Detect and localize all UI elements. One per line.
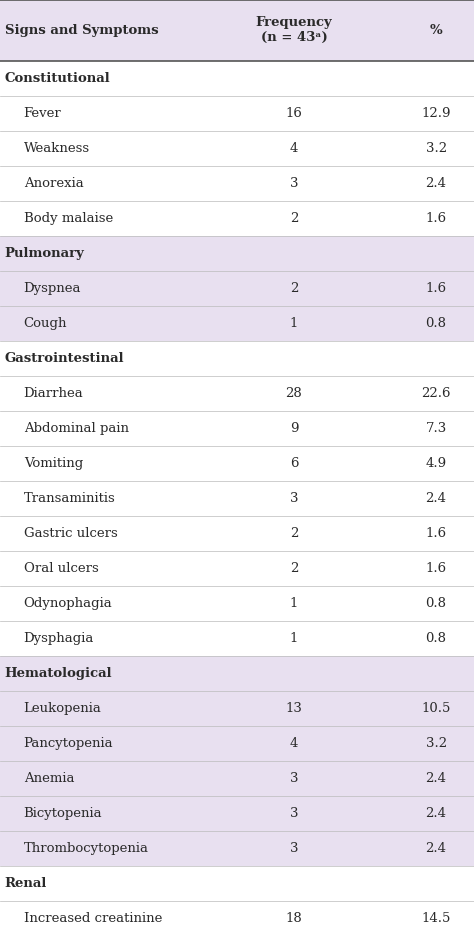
Bar <box>0 726 474 761</box>
Text: 22.6: 22.6 <box>421 387 451 400</box>
Text: 6: 6 <box>290 457 298 470</box>
Text: 10.5: 10.5 <box>421 702 451 715</box>
Bar <box>0 376 474 411</box>
Text: Signs and Symptoms: Signs and Symptoms <box>5 24 158 37</box>
Text: Vomiting: Vomiting <box>24 457 83 470</box>
Text: Abdominal pain: Abdominal pain <box>24 422 129 435</box>
Text: %: % <box>430 24 442 37</box>
Bar <box>0 131 474 166</box>
Bar <box>0 236 474 271</box>
Text: 16: 16 <box>285 107 302 120</box>
Bar <box>0 61 474 95</box>
Bar <box>0 621 474 656</box>
Text: 2: 2 <box>290 562 298 575</box>
Text: 1: 1 <box>290 632 298 645</box>
Bar <box>0 586 474 621</box>
Text: Leukopenia: Leukopenia <box>24 702 101 715</box>
Bar <box>0 411 474 446</box>
Text: Gastrointestinal: Gastrointestinal <box>5 352 124 365</box>
Text: 1.6: 1.6 <box>426 282 447 295</box>
Text: Anorexia: Anorexia <box>24 177 83 190</box>
Text: 3.2: 3.2 <box>426 737 447 750</box>
Text: 3: 3 <box>290 842 298 855</box>
Text: 2.4: 2.4 <box>426 842 447 855</box>
Bar <box>0 866 474 901</box>
Text: 2.4: 2.4 <box>426 492 447 505</box>
Text: 2.4: 2.4 <box>426 772 447 785</box>
Text: 2.4: 2.4 <box>426 807 447 820</box>
Text: 3: 3 <box>290 492 298 505</box>
Text: 1.6: 1.6 <box>426 562 447 575</box>
Text: Bicytopenia: Bicytopenia <box>24 807 102 820</box>
Text: 4.9: 4.9 <box>426 457 447 470</box>
Text: 2: 2 <box>290 212 298 225</box>
Text: Increased creatinine: Increased creatinine <box>24 912 162 925</box>
Text: 7.3: 7.3 <box>426 422 447 435</box>
Text: Dyspnea: Dyspnea <box>24 282 81 295</box>
Text: 1.6: 1.6 <box>426 527 447 540</box>
Bar <box>0 341 474 376</box>
Text: Thrombocytopenia: Thrombocytopenia <box>24 842 149 855</box>
Bar <box>0 901 474 936</box>
Text: Hematological: Hematological <box>5 667 112 680</box>
Text: 9: 9 <box>290 422 298 435</box>
Bar <box>0 306 474 341</box>
Text: Fever: Fever <box>24 107 62 120</box>
Bar <box>0 796 474 831</box>
Text: 1: 1 <box>290 597 298 610</box>
Text: 3.2: 3.2 <box>426 142 447 154</box>
Text: 0.8: 0.8 <box>426 597 447 610</box>
Text: Pancytopenia: Pancytopenia <box>24 737 113 750</box>
Text: 3: 3 <box>290 177 298 190</box>
Text: Transaminitis: Transaminitis <box>24 492 116 505</box>
Text: 1: 1 <box>290 317 298 329</box>
Text: Gastric ulcers: Gastric ulcers <box>24 527 118 540</box>
Text: 14.5: 14.5 <box>421 912 451 925</box>
Bar <box>0 95 474 131</box>
Text: 4: 4 <box>290 142 298 154</box>
Text: 1.6: 1.6 <box>426 212 447 225</box>
Text: 0.8: 0.8 <box>426 317 447 329</box>
Text: Oral ulcers: Oral ulcers <box>24 562 99 575</box>
Bar <box>0 481 474 516</box>
Text: Anemia: Anemia <box>24 772 74 785</box>
Text: 4: 4 <box>290 737 298 750</box>
Text: 2.4: 2.4 <box>426 177 447 190</box>
Bar <box>0 446 474 481</box>
Text: Diarrhea: Diarrhea <box>24 387 83 400</box>
Bar <box>0 831 474 866</box>
Text: Weakness: Weakness <box>24 142 90 154</box>
Text: Dysphagia: Dysphagia <box>24 632 94 645</box>
Bar <box>0 0 474 61</box>
Bar <box>0 656 474 691</box>
Bar <box>0 691 474 726</box>
Bar <box>0 271 474 306</box>
Text: Constitutional: Constitutional <box>5 72 110 85</box>
Text: 28: 28 <box>285 387 302 400</box>
Bar <box>0 201 474 236</box>
Text: 13: 13 <box>285 702 302 715</box>
Bar <box>0 761 474 796</box>
Bar <box>0 516 474 551</box>
Text: Odynophagia: Odynophagia <box>24 597 112 610</box>
Text: Cough: Cough <box>24 317 67 329</box>
Text: 3: 3 <box>290 807 298 820</box>
Text: Renal: Renal <box>5 877 47 890</box>
Text: 3: 3 <box>290 772 298 785</box>
Text: 18: 18 <box>285 912 302 925</box>
Text: Frequency
(n = 43ᵃ): Frequency (n = 43ᵃ) <box>255 17 332 44</box>
Text: 2: 2 <box>290 282 298 295</box>
Text: Pulmonary: Pulmonary <box>5 247 85 260</box>
Text: Body malaise: Body malaise <box>24 212 113 225</box>
Text: 0.8: 0.8 <box>426 632 447 645</box>
Bar <box>0 166 474 201</box>
Bar <box>0 551 474 586</box>
Text: 2: 2 <box>290 527 298 540</box>
Text: 12.9: 12.9 <box>421 107 451 120</box>
